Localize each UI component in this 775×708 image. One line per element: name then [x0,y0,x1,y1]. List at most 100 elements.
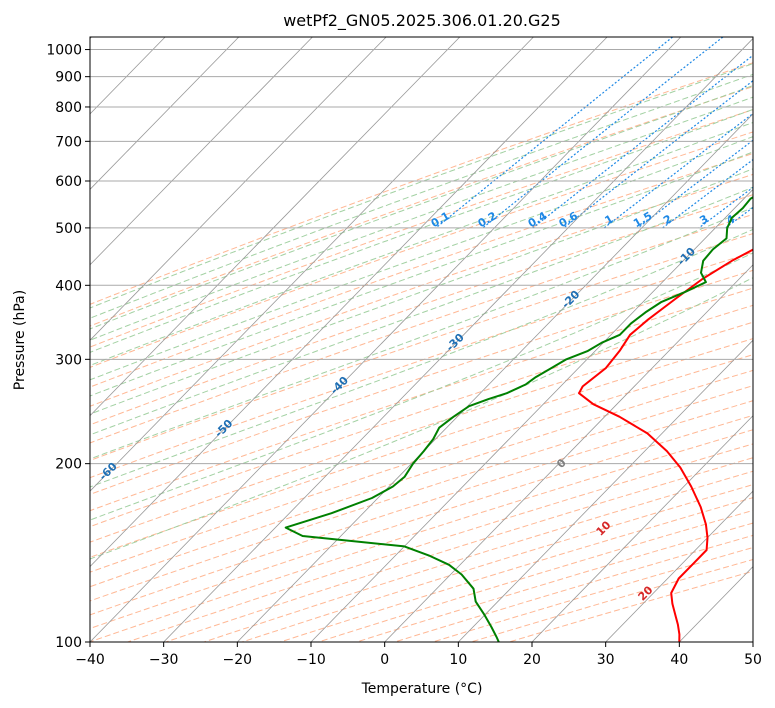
moist-adiabat [90,277,753,560]
mixing-ratio-line [698,186,753,229]
isotherm-label: -20 [559,288,582,311]
moist-adiabat [90,73,753,319]
moist-adiabat [90,121,753,366]
moist-adiabat [90,85,753,330]
moist-adiabat [90,136,753,381]
mixing-ratio-line [435,37,673,229]
isotherm [90,37,387,341]
dry-adiabat [90,131,753,368]
y-tick-label: 100 [55,635,82,651]
x-tick-label: −30 [149,652,179,668]
isotherm [531,415,753,642]
y-axis: 100 200 300 400 500 600 700 800 900 1000 [46,43,90,651]
x-tick-label: 40 [670,652,688,668]
pressure-gridlines [90,49,753,642]
dry-adiabat [90,173,753,407]
moist-adiabat [90,206,753,460]
profile-lines [284,196,753,642]
y-tick-label: 600 [55,174,82,190]
dry-adiabat [90,109,753,348]
isotherm [752,641,753,642]
moist-adiabat [90,228,753,488]
dry-adiabat [90,233,753,462]
dry-adiabat [90,338,753,558]
x-tick-label: 30 [597,652,615,668]
moist-adiabat [90,63,753,309]
dry-adiabat [90,152,753,388]
x-tick-label: 50 [744,652,762,668]
isotherm [90,37,313,266]
x-tick-label: −40 [75,652,105,668]
dry-adiabat [90,385,753,602]
skewed-isotherms [90,37,753,642]
x-tick-label: 0 [380,652,389,668]
x-tick-label: 10 [449,652,467,668]
dry-adiabat [203,470,753,642]
mixing-ratio-line [637,139,753,229]
y-tick-label: 900 [55,70,82,86]
dry-adiabat [90,269,753,495]
mixing-ratio-label: 0.1 [429,209,452,230]
temperature-line [578,248,753,642]
dry-adiabat [90,213,753,444]
moist-adiabat [90,108,753,353]
moist-adiabat [90,151,753,397]
dry-adiabat [90,354,753,573]
isotherm-label: -40 [328,374,351,397]
y-tick-label: 500 [55,221,82,237]
isotherm [90,37,608,568]
isotherm [310,188,753,642]
mixing-ratio-label: 3 [697,212,710,227]
y-tick-label: 800 [55,100,82,116]
isotherm [679,565,753,642]
dry-adiabat [470,558,753,642]
isotherm-label: 10 [594,518,614,538]
mixing-ratio-line [603,112,753,229]
x-tick-label: 20 [523,652,541,668]
moist-adiabat [90,186,753,436]
isotherm [90,37,240,190]
isotherm [90,37,682,642]
dry-adiabat [90,194,753,426]
moist-adiabat [90,96,753,341]
y-tick-label: 700 [55,134,82,150]
y-axis-label: Pressure (hPa) [12,290,28,390]
isotherm [384,264,753,642]
isotherm [163,37,753,642]
y-tick-label: 400 [55,278,82,294]
moist-adiabats [90,63,753,560]
dry-adiabat [90,86,753,327]
isotherm [605,490,753,642]
isotherm [458,339,753,642]
x-tick-label: −10 [296,652,326,668]
chart-title: wetPf2_GN05.2025.306.01.20.G25 [283,11,561,31]
dry-adiabat [90,369,753,588]
isotherm-label: -10 [675,245,698,268]
x-axis: −40 −30 −20 −10 0 10 20 30 40 50 [75,642,762,668]
moist-adiabat [90,252,753,521]
isotherm-label: -70 [0,503,4,526]
y-tick-label: 200 [55,457,82,473]
isotherm-label: 20 [636,583,656,603]
dry-adiabat [280,497,753,642]
x-tick-label: −20 [223,652,253,668]
dry-adiabat [90,287,753,512]
dry-adiabat [165,457,753,642]
dry-adiabat [356,522,753,642]
dry-adiabat [90,429,753,642]
dry-adiabats [90,62,753,642]
plot-frame [89,36,754,643]
moist-adiabat [90,168,753,415]
isotherm [90,37,461,417]
dry-adiabat [127,443,753,642]
isotherm [237,113,753,642]
isotherm-label: -30 [444,331,467,354]
mixing-ratio-line [662,158,753,229]
y-tick-label: 1000 [46,43,82,59]
mixing-ratio-line [482,37,724,229]
dry-adiabat [90,251,753,479]
x-axis-label: Temperature (°C) [361,681,483,697]
isotherm-label: -50 [212,417,235,440]
mixing-ratio-line [563,79,753,229]
